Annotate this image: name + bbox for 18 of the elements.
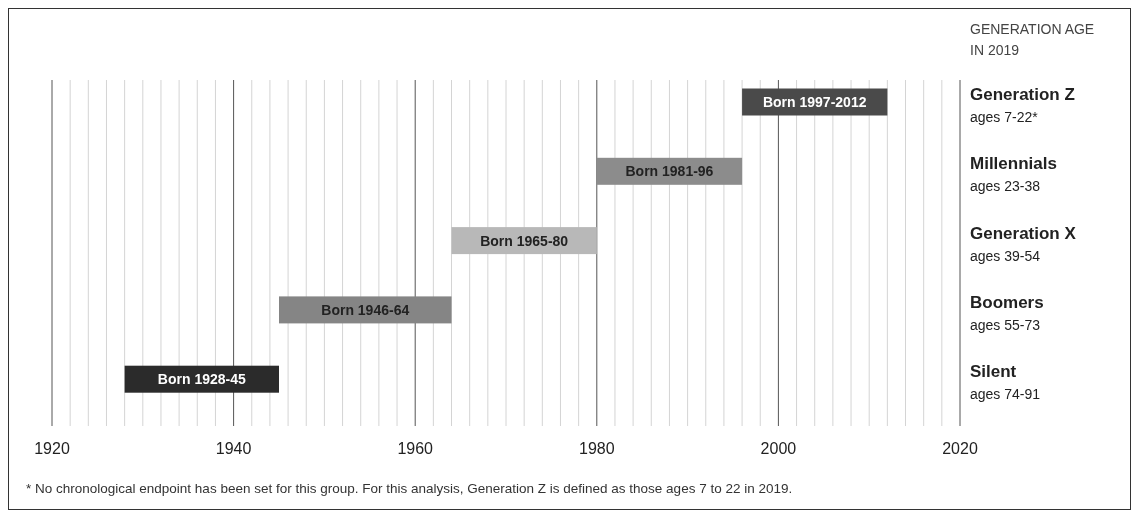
y-tick-label: Millennials ages 23-38 [970,154,1057,195]
data-label: Born 1981-96 [625,163,714,180]
y-tick-label: Boomers ages 55-73 [970,292,1044,333]
x-tick-label: 2020 [942,440,978,457]
x-tick-label: 1940 [215,440,252,457]
x-tick-label: 1960 [397,440,434,457]
x-tick-label: 1920 [34,440,70,457]
text: * No chronological endpoint has been set for this group. For this analysis, Generation Z is defined as those ages 7 to 22 in 2019. [26,481,793,496]
legend-title: GENERATION AGE IN 2019 [970,21,1095,58]
data-label: Born 1997-2012 [762,94,867,110]
y-tick-label: Silent ages 74-91 [970,362,1041,403]
x-tick-label: 2000 [760,440,797,457]
data-label: Born 1928-45 [157,371,246,388]
y-tick-label: Generation Z ages 7-22* [970,85,1075,125]
data-label: Born 1965-80 [480,232,569,249]
x-tick-label: 1980 [579,440,615,457]
y-tick-label: Generation X ages 39-54 [970,223,1077,264]
data-label: Born 1946-64 [321,301,410,318]
